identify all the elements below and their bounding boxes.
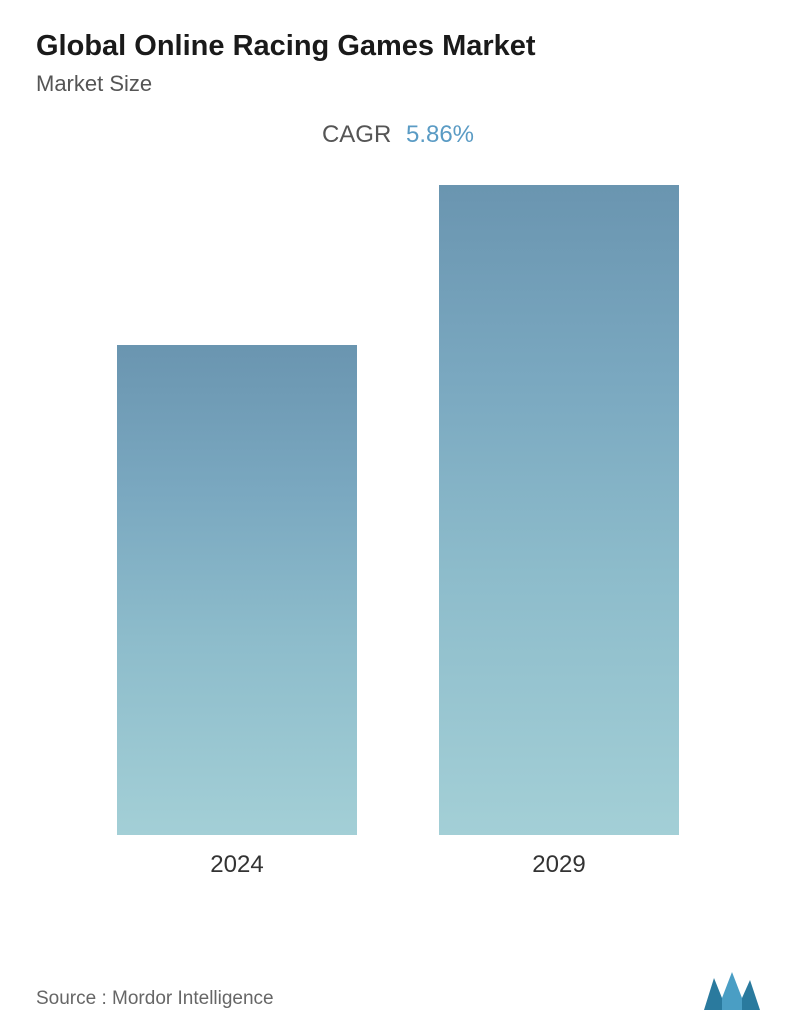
cagr-value: 5.86%: [406, 121, 474, 148]
bar-2029: [439, 185, 679, 835]
cagr-row: CAGR 5.86%: [36, 121, 760, 149]
chart-area: 2024 2029: [36, 159, 760, 879]
mordor-logo-icon: [704, 970, 760, 1010]
chart-subtitle: Market Size: [36, 71, 760, 97]
footer: Source : Mordor Intelligence: [36, 970, 760, 1010]
chart-title: Global Online Racing Games Market: [36, 30, 760, 63]
bar-group-2029: 2029: [419, 185, 699, 879]
bar-label-2029: 2029: [532, 851, 585, 879]
bar-group-2024: 2024: [97, 345, 377, 879]
bar-label-2024: 2024: [210, 851, 263, 879]
source-text: Source : Mordor Intelligence: [36, 988, 274, 1010]
cagr-label: CAGR: [322, 121, 391, 148]
bar-2024: [117, 345, 357, 835]
